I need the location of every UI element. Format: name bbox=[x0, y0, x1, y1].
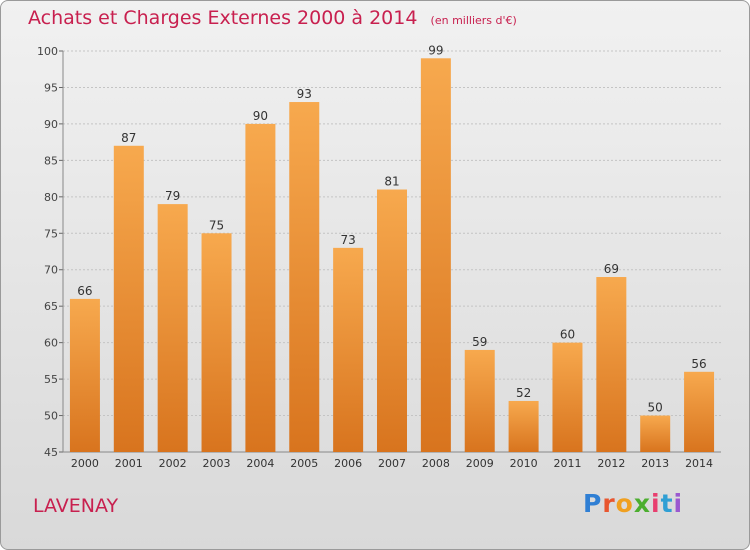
y-tick-label: 95 bbox=[44, 81, 58, 94]
bar-value-label: 75 bbox=[209, 218, 224, 232]
bar-value-label: 73 bbox=[340, 233, 355, 247]
bar-value-label: 56 bbox=[691, 357, 706, 371]
proxiti-logo: Proxiti bbox=[583, 489, 683, 518]
bar bbox=[333, 247, 364, 452]
bar-value-label: 87 bbox=[121, 131, 136, 145]
labels: 45 50 55 60 65 70 75 80 85 90 95 100 66 2000 87 2001 79 2… bbox=[37, 43, 713, 470]
bar-value-label: 59 bbox=[472, 335, 487, 349]
logo-letter: x bbox=[633, 489, 651, 518]
y-tick-label: 65 bbox=[44, 300, 58, 313]
x-tick-label: 2001 bbox=[115, 457, 143, 470]
x-tick-label: 2012 bbox=[597, 457, 625, 470]
y-tick-label: 60 bbox=[44, 337, 58, 350]
y-tick-label: 90 bbox=[44, 118, 58, 131]
bar-value-label: 60 bbox=[560, 328, 575, 342]
bar bbox=[377, 189, 407, 452]
y-tick-label: 85 bbox=[44, 154, 58, 167]
bar bbox=[508, 400, 539, 452]
bar bbox=[113, 145, 144, 453]
x-tick-label: 2004 bbox=[246, 457, 274, 470]
bar bbox=[640, 415, 671, 452]
bar-value-label: 50 bbox=[648, 401, 663, 415]
bar-value-label: 99 bbox=[428, 43, 443, 57]
chart-unit-label: (en milliers d'€) bbox=[430, 14, 517, 27]
bar bbox=[420, 58, 451, 453]
x-tick-label: 2009 bbox=[466, 457, 494, 470]
y-tick-label: 75 bbox=[44, 227, 58, 240]
y-tick-label: 80 bbox=[44, 191, 58, 204]
y-tick-label: 50 bbox=[44, 410, 58, 423]
x-tick-label: 2013 bbox=[641, 457, 669, 470]
bar bbox=[596, 277, 627, 452]
bar-value-label: 90 bbox=[253, 109, 268, 123]
logo-letter: t bbox=[660, 489, 674, 518]
x-tick-label: 2008 bbox=[422, 457, 450, 470]
bar bbox=[69, 298, 100, 452]
logo-letter: r bbox=[602, 489, 616, 518]
bar bbox=[684, 371, 715, 452]
y-tick-label: 55 bbox=[44, 373, 58, 386]
x-tick-label: 2005 bbox=[290, 457, 318, 470]
y-tick-label: 70 bbox=[44, 264, 58, 277]
bar-value-label: 79 bbox=[165, 189, 180, 203]
logo-letter: i bbox=[651, 489, 661, 518]
bar-value-label: 69 bbox=[604, 262, 619, 276]
bars bbox=[69, 58, 715, 453]
y-tick-label: 45 bbox=[44, 446, 58, 459]
logo-letter: i bbox=[673, 489, 684, 518]
bar bbox=[245, 123, 276, 452]
logo-letter: P bbox=[583, 489, 603, 518]
bar-value-label: 52 bbox=[516, 386, 531, 400]
bar bbox=[289, 102, 320, 452]
bar-value-label: 93 bbox=[297, 87, 312, 101]
bar bbox=[157, 204, 188, 452]
logo-letter: o bbox=[615, 489, 634, 518]
x-tick-label: 2000 bbox=[71, 457, 99, 470]
bar-value-label: 81 bbox=[384, 175, 399, 189]
x-tick-label: 2011 bbox=[553, 457, 581, 470]
x-tick-label: 2002 bbox=[159, 457, 187, 470]
bar bbox=[552, 342, 583, 452]
x-tick-label: 2010 bbox=[510, 457, 538, 470]
x-tick-label: 2014 bbox=[685, 457, 713, 470]
chart-title: Achats et Charges Externes 2000 à 2014 (… bbox=[28, 7, 517, 29]
x-tick-label: 2006 bbox=[334, 457, 362, 470]
x-tick-label: 2003 bbox=[203, 457, 231, 470]
y-tick-label: 100 bbox=[37, 45, 58, 58]
x-tick-label: 2007 bbox=[378, 457, 406, 470]
bar bbox=[201, 233, 232, 452]
bar-value-label: 66 bbox=[77, 284, 92, 298]
chart-title-text: Achats et Charges Externes 2000 à 2014 bbox=[28, 7, 418, 29]
bar bbox=[464, 349, 495, 452]
location-name: LAVENAY bbox=[33, 495, 119, 517]
